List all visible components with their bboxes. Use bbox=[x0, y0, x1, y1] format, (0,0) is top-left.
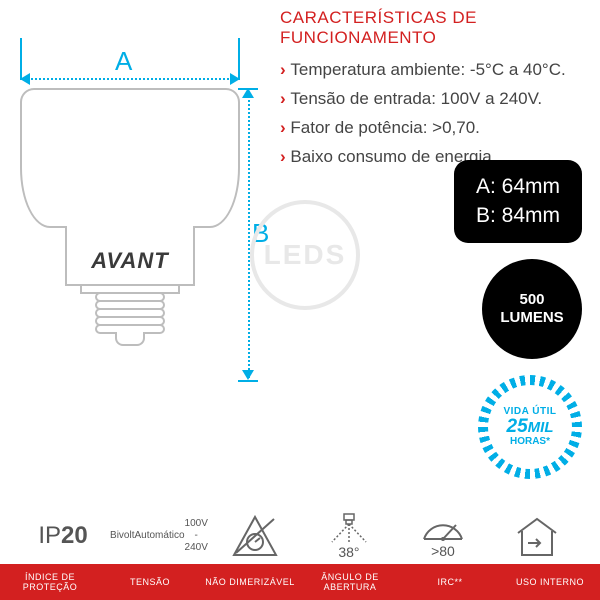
footer-ip: IP20 bbox=[16, 512, 110, 560]
section-title: CARACTERÍSTICAS DE FUNCIONAMENTO bbox=[280, 8, 590, 48]
spec-list: Temperatura ambiente: -5°C a 40°C. Tensã… bbox=[280, 56, 590, 172]
dimensions-box: A: 64mm B: 84mm bbox=[454, 160, 582, 243]
bulb-diagram: A AVANT B bbox=[10, 8, 250, 460]
lumens-badge: 500 LUMENS bbox=[482, 259, 582, 359]
brand-logo: AVANT bbox=[67, 248, 193, 274]
footer-indoor-icon bbox=[490, 512, 584, 560]
footer-label: IRC** bbox=[400, 564, 500, 600]
footer-label: TENSÃO bbox=[100, 564, 200, 600]
dim-b-label: B bbox=[252, 218, 269, 249]
dim-a-value: A: 64mm bbox=[476, 172, 560, 201]
footer-dimmer-icon bbox=[208, 512, 302, 560]
footer-label: NÃO DIMERIZÁVEL bbox=[200, 564, 300, 600]
footer-bivolt: Bivolt Automático 100V - 240V bbox=[110, 512, 208, 560]
footer-label: ÂNGULO DE ABERTURA bbox=[300, 564, 400, 600]
spec-item: Fator de potência: >0,70. bbox=[280, 114, 590, 143]
lifespan-badge: VIDA ÚTIL 25MIL HORAS* bbox=[478, 375, 582, 479]
footer-angle-icon: 38° bbox=[302, 512, 396, 560]
spec-item: Temperatura ambiente: -5°C a 40°C. bbox=[280, 56, 590, 85]
life-bot: HORAS* bbox=[510, 436, 550, 447]
bulb-outline: AVANT bbox=[20, 88, 240, 346]
lumens-label: LUMENS bbox=[500, 309, 563, 327]
footer-label: ÍNDICE DE PROTEÇÃO bbox=[0, 564, 100, 600]
footer: IP20 Bivolt Automático 100V - 240V bbox=[0, 480, 600, 600]
dim-b-value: B: 84mm bbox=[476, 201, 560, 230]
lumens-value: 500 bbox=[519, 291, 544, 309]
spec-item: Tensão de entrada: 100V a 240V. bbox=[280, 85, 590, 114]
footer-label: USO INTERNO bbox=[500, 564, 600, 600]
dim-a-label: A bbox=[115, 46, 132, 77]
footer-irc-icon: >80 bbox=[396, 512, 490, 560]
